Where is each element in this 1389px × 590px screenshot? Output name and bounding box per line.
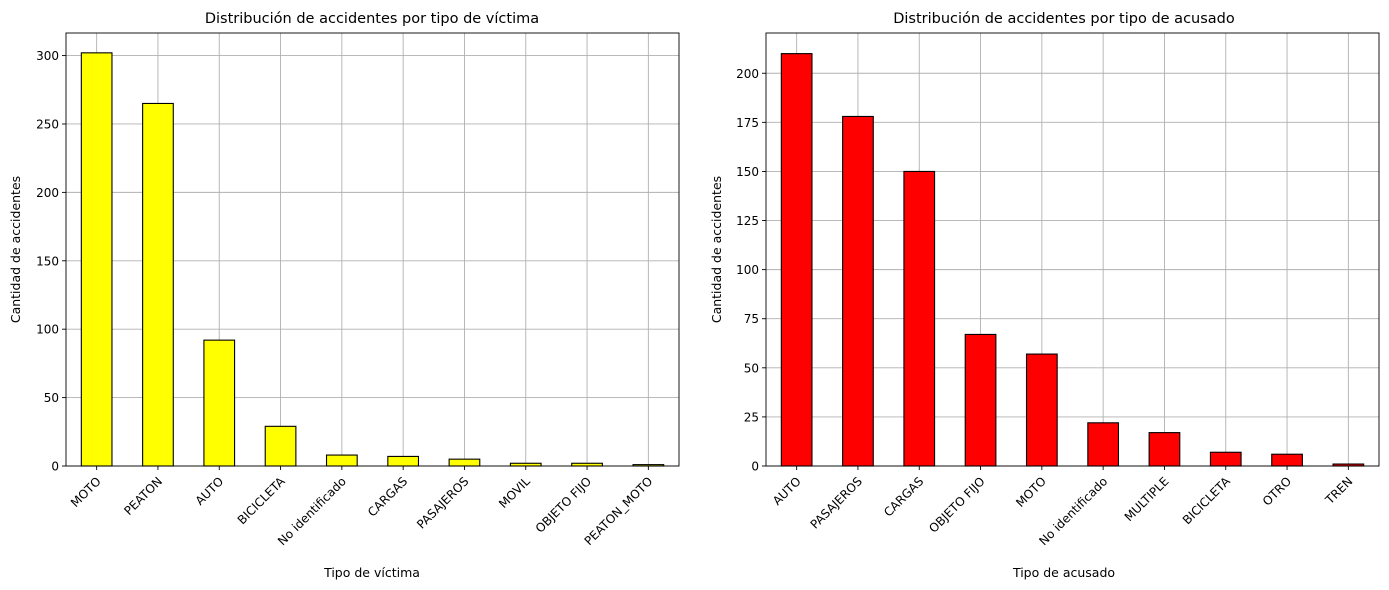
y-tick-label: 200 [736, 67, 759, 81]
y-tick-label: 100 [736, 263, 759, 277]
x-axis-label: Tipo de acusado [1012, 565, 1115, 580]
x-tick-label: AUTO [193, 474, 227, 508]
y-tick-label: 0 [751, 460, 759, 474]
bars [80, 52, 665, 467]
x-tick-label: OTRO [1260, 474, 1294, 508]
plot-frame [765, 32, 1380, 467]
x-tick-label: PASAJEROS [808, 474, 865, 531]
bar [203, 339, 236, 467]
y-axis-label: Cantidad de accidentes [8, 176, 23, 323]
bar [964, 333, 997, 467]
y-tick-label: 0 [51, 460, 59, 474]
x-tick-label: MOTO [1013, 474, 1049, 510]
accused-type-chart: Distribución de accidentes por tipo de a… [709, 11, 1380, 580]
axes: 0 25 50 75 100 125 150 175 200 AUTO PASAJEROS CARGA… [736, 32, 1380, 548]
chart-title: Distribución de accidentes por tipo de a… [893, 11, 1235, 27]
x-tick-label: TREN [1322, 474, 1355, 507]
y-tick-label: 100 [36, 323, 59, 337]
y-tick-label: 150 [736, 165, 759, 179]
y-tick-label: 200 [36, 186, 59, 200]
y-tick-label: 50 [44, 391, 59, 405]
x-tick-label: PASAJEROS [414, 474, 471, 531]
x-tick-label: AUTO [770, 474, 804, 508]
bar [1087, 422, 1120, 467]
victim-type-chart: Distribución de accidentes por tipo de v… [8, 11, 680, 580]
x-tick-label: CARGAS [365, 474, 410, 519]
bar [903, 170, 936, 467]
bar [1209, 451, 1242, 467]
y-tick-label: 175 [736, 116, 759, 130]
bar [264, 425, 297, 467]
x-tick-label: OBJETO FIJO [533, 474, 594, 535]
x-tick-label: CARGAS [881, 474, 926, 519]
y-tick-label: 125 [736, 214, 759, 228]
y-tick-label: 250 [36, 117, 59, 131]
bar [1148, 432, 1181, 467]
bar [780, 53, 813, 467]
axes: 0 50 100 150 200 250 300 MOTO PEATON AUTO BICICLET… [36, 32, 680, 548]
chart-title: Distribución de accidentes por tipo de v… [205, 11, 539, 27]
x-tick-label: MOVIL [496, 474, 533, 511]
x-tick-label: BICICLETA [235, 474, 289, 528]
bar [448, 458, 481, 467]
y-tick-label: 150 [36, 254, 59, 268]
y-axis-label: Cantidad de accidentes [709, 176, 724, 323]
bar [1271, 453, 1303, 467]
x-tick-label: MOTO [68, 474, 104, 510]
bar [387, 455, 420, 467]
bar [142, 102, 174, 467]
x-tick-label: OBJETO FIJO [926, 474, 987, 535]
x-tick-label: MULTIPLE [1122, 474, 1172, 524]
plot-frame [65, 32, 680, 467]
y-tick-label: 75 [744, 312, 759, 326]
bars [780, 53, 1365, 467]
bar [325, 454, 358, 467]
x-tick-label: PEATON [121, 474, 165, 518]
x-axis-label: Tipo de víctima [323, 565, 420, 580]
bar [80, 52, 113, 467]
y-tick-label: 25 [744, 410, 759, 424]
bar [842, 115, 874, 467]
y-tick-label: 50 [744, 361, 759, 375]
x-tick-label: BICICLETA [1180, 474, 1234, 528]
y-tick-label: 300 [36, 49, 59, 63]
bar [1025, 353, 1058, 467]
